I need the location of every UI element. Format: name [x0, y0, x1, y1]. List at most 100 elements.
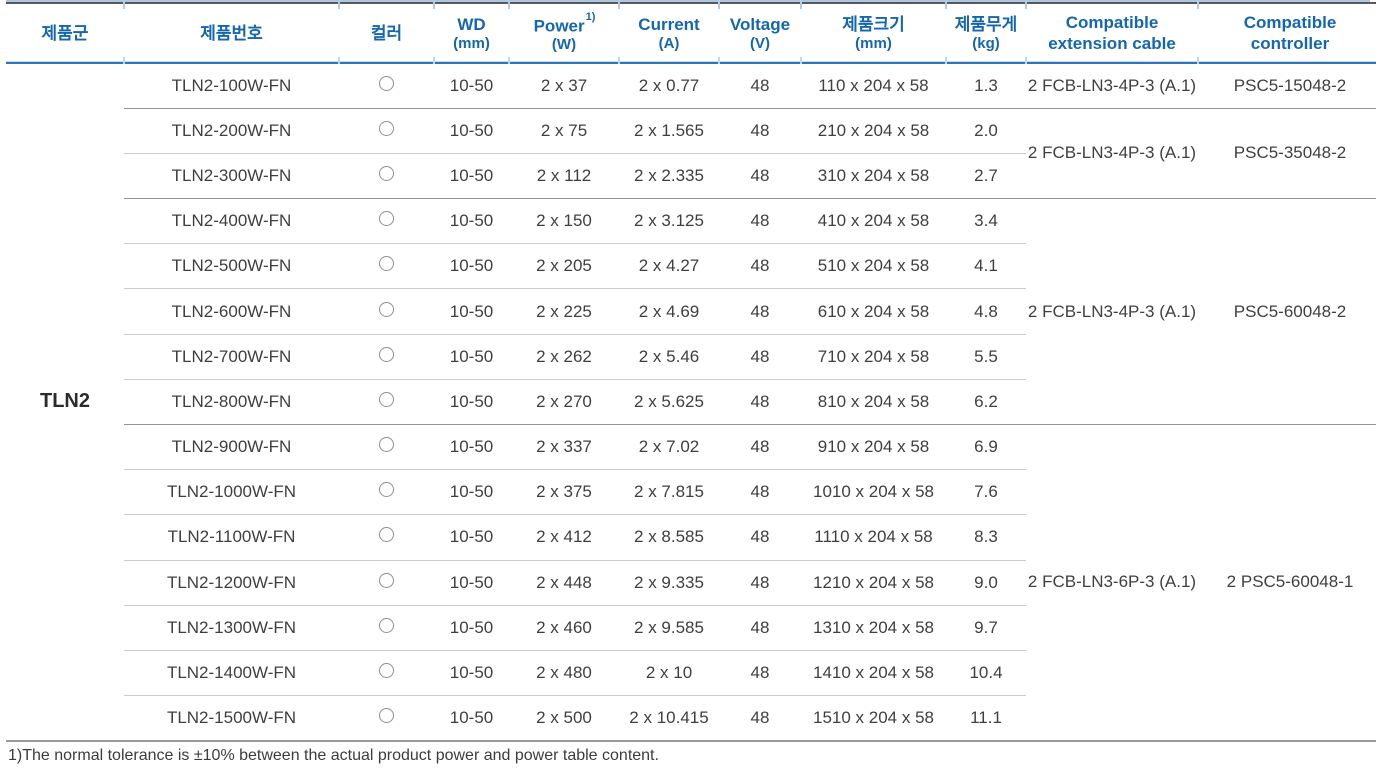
- wd-cell: 10-50: [434, 378, 509, 425]
- footnote: 1)The normal tolerance is ±10% between t…: [8, 746, 659, 764]
- color-cell: [339, 288, 434, 335]
- product-number-cell: TLN2-900W-FN: [124, 423, 339, 470]
- wd-cell: 10-50: [434, 152, 509, 199]
- color-cell: [339, 514, 434, 561]
- color-cell: [339, 107, 434, 154]
- color-cell: [339, 152, 434, 199]
- product-size-cell: 810 x 204 x 58: [801, 378, 946, 425]
- product-size-cell: 1010 x 204 x 58: [801, 469, 946, 515]
- table-row: TLN2-500W-FN 10-50 2 x 205 2 x 4.27 48 510 x …: [6, 243, 1376, 289]
- product-weight-cell: 9.0: [946, 559, 1026, 606]
- power-label: Power: [533, 16, 585, 36]
- current-cell: 2 x 7.02: [619, 423, 719, 470]
- circle-outline-icon: [379, 256, 394, 272]
- wd-cell: 10-50: [434, 243, 509, 289]
- spec-table-wrap: 제품군 제품번호 컬러 WD (mm) Power1) (W) Current …: [6, 0, 1376, 742]
- color-cell: [339, 469, 434, 515]
- spec-table: 제품군 제품번호 컬러 WD (mm) Power1) (W) Current …: [6, 0, 1376, 742]
- power-cell: 2 x 460: [509, 604, 619, 651]
- circle-outline-icon: [379, 437, 394, 453]
- product-size-cell: 1210 x 204 x 58: [801, 559, 946, 606]
- col-header-controller: Compatible controller: [1197, 0, 1376, 64]
- circle-outline-icon: [379, 211, 394, 227]
- circle-outline-icon: [379, 527, 394, 543]
- current-cell: 2 x 9.335: [619, 559, 719, 606]
- spec-table-body: TLN2 TLN2-100W-FN 10-50 2 x 37 2 x 0.77 48 110…: [6, 63, 1376, 741]
- wd-cell: 10-50: [434, 469, 509, 515]
- voltage-cell: 48: [719, 107, 801, 154]
- current-cell: 2 x 3.125: [619, 198, 719, 244]
- voltage-cell: 48: [719, 559, 801, 606]
- product-size-cell: 1110 x 204 x 58: [801, 514, 946, 561]
- color-cell: [339, 695, 434, 741]
- table-row: TLN2-600W-FN 10-50 2 x 225 2 x 4.69 48 610 x …: [6, 288, 1376, 335]
- current-cell: 2 x 4.27: [619, 243, 719, 289]
- product-size-cell: 210 x 204 x 58: [801, 107, 946, 154]
- current-cell: 2 x 9.585: [619, 604, 719, 651]
- current-cell: 2 x 1.565: [619, 107, 719, 154]
- power-cell: 2 x 412: [509, 514, 619, 561]
- table-row: TLN2-900W-FN 10-50 2 x 337 2 x 7.02 48 910 x …: [6, 423, 1376, 741]
- color-cell: [339, 559, 434, 606]
- circle-outline-icon: [379, 572, 394, 588]
- table-row: TLN2-300W-FN 10-50 2 x 112 2 x 2.335 48 310 x…: [6, 152, 1376, 199]
- extension-cable-cell: 2 FCB-LN3-6P-3 (A.1): [1026, 423, 1198, 741]
- power-cell: 2 x 337: [509, 423, 619, 470]
- current-cell: 2 x 0.77: [638, 75, 700, 95]
- power-cell: 2 x 270: [509, 378, 619, 425]
- col-header-current: Current (A): [618, 0, 719, 64]
- product-size-cell: 1410 x 204 x 58: [801, 649, 946, 696]
- controller-cell: PSC5-35048-2: [1198, 107, 1376, 199]
- controller-cell: PSC5-60048-2: [1198, 198, 1376, 425]
- product-number-cell: TLN2-500W-FN: [124, 243, 339, 289]
- product-weight-cell: 5.5: [946, 333, 1026, 380]
- product-number-cell: TLN2-100W-FN: [171, 75, 292, 95]
- product-weight-cell: 1.3: [974, 75, 998, 95]
- circle-outline-icon: [379, 120, 394, 136]
- product-weight-cell: 2.0: [946, 107, 1026, 154]
- product-number-cell: TLN2-800W-FN: [124, 378, 339, 425]
- voltage-cell: 48: [719, 288, 801, 335]
- wd-cell: 10-50: [434, 649, 509, 696]
- power-cell: 2 x 112: [509, 152, 619, 199]
- col-header-product-size: 제품크기 (mm): [800, 0, 946, 64]
- circle-outline-icon: [379, 663, 394, 679]
- product-size-cell: 910 x 204 x 58: [801, 423, 946, 470]
- circle-outline-icon: [379, 165, 394, 181]
- col-header-wd: WD (mm): [433, 0, 509, 64]
- controller-cell: 2 PSC5-60048-1: [1198, 423, 1376, 741]
- product-size-cell: 610 x 204 x 58: [801, 288, 946, 335]
- current-cell: 2 x 5.46: [619, 333, 719, 380]
- power-cell: 2 x 205: [509, 243, 619, 289]
- voltage-cell: 48: [750, 75, 770, 95]
- voltage-cell: 48: [719, 604, 801, 651]
- voltage-cell: 48: [719, 469, 801, 515]
- product-number-cell: TLN2-1400W-FN: [124, 649, 339, 696]
- product-number-cell: TLN2-1100W-FN: [124, 514, 339, 561]
- product-weight-cell: 10.4: [946, 649, 1026, 696]
- extension-cable-cell: 2 FCB-LN3-4P-3 (A.1): [1026, 198, 1198, 425]
- wd-cell: 10-50: [434, 288, 509, 335]
- circle-outline-icon: [379, 391, 394, 407]
- color-cell: [339, 649, 434, 696]
- col-header-power: Power1) (W): [508, 0, 619, 64]
- color-cell: [339, 198, 434, 244]
- table-row: TLN2-400W-FN 10-50 2 x 150 2 x 3.125 48 410 x…: [6, 198, 1376, 425]
- circle-outline-icon: [379, 75, 394, 91]
- table-row: TLN2-1500W-FN 10-50 2 x 500 2 x 10.415 48 151…: [6, 695, 1376, 741]
- power-cell: 2 x 448: [509, 559, 619, 606]
- voltage-cell: 48: [719, 423, 801, 470]
- voltage-cell: 48: [719, 243, 801, 289]
- wd-cell: 10-50: [434, 107, 509, 154]
- color-cell: [339, 243, 434, 289]
- product-size-cell: 1310 x 204 x 58: [801, 604, 946, 651]
- col-header-product-family: 제품군: [6, 3, 124, 64]
- product-number-cell: TLN2-1500W-FN: [124, 695, 339, 741]
- product-family-cell: TLN2: [40, 390, 90, 413]
- product-weight-cell: 7.6: [946, 469, 1026, 515]
- wd-cell: 10-50: [434, 604, 509, 651]
- col-header-color: 컬러: [338, 0, 434, 64]
- color-cell: [339, 333, 434, 380]
- product-number-cell: TLN2-700W-FN: [124, 333, 339, 380]
- wd-cell: 10-50: [434, 514, 509, 561]
